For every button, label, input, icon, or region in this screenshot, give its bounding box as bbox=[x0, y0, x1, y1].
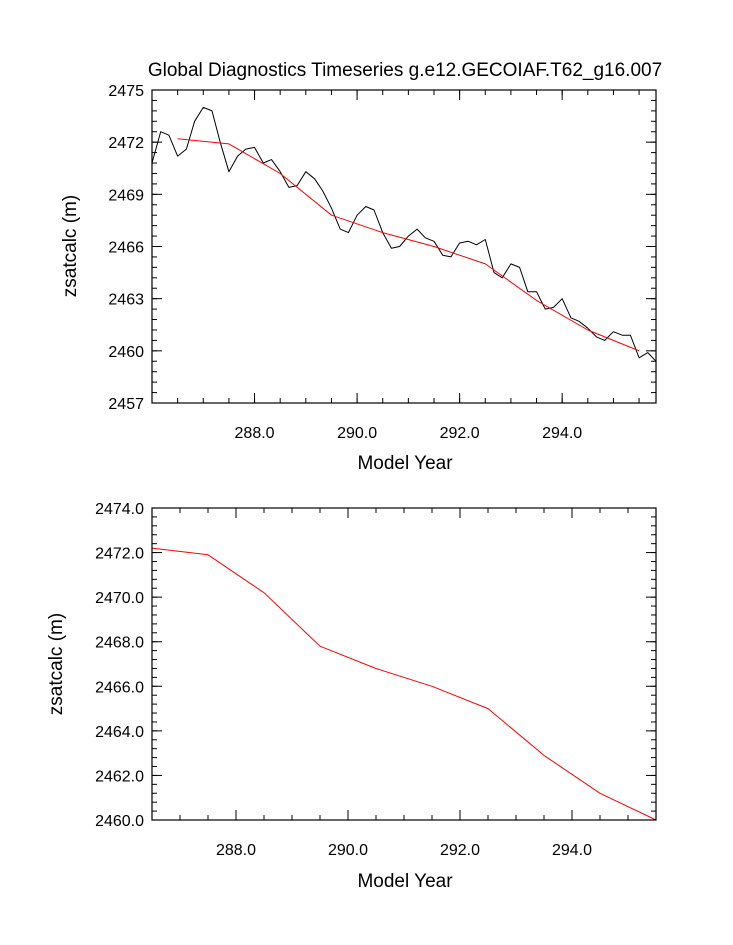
bottom-x-axis-label: Model Year bbox=[357, 871, 453, 892]
bottom-minor-ticks bbox=[151, 507, 657, 821]
top-series-line-1 bbox=[177, 138, 640, 352]
bottom-series-line-0 bbox=[151, 547, 657, 821]
top-y-tick-label: 2469 bbox=[108, 187, 144, 204]
bottom-y-tick-label: 2472.0 bbox=[95, 546, 144, 563]
top-x-tick-label: 294.0 bbox=[542, 425, 582, 442]
top-x-axis-label: Model Year bbox=[357, 453, 453, 474]
top-y-tick-label: 2466 bbox=[108, 240, 144, 257]
top-y-tick-label: 2475 bbox=[108, 83, 144, 100]
chart-title: Global Diagnostics Timeseries g.e12.GECO… bbox=[148, 60, 662, 81]
bottom-x-tick-label: 292.0 bbox=[440, 842, 480, 859]
bottom-y-tick-label: 2460.0 bbox=[95, 813, 144, 830]
top-y-tick-label: 2460 bbox=[108, 344, 144, 361]
top-series-line-0 bbox=[151, 106, 657, 362]
top-x-tick-label: 290.0 bbox=[337, 425, 377, 442]
bottom-y-tick-label: 2464.0 bbox=[95, 724, 144, 741]
top-x-tick-label: 288.0 bbox=[235, 425, 275, 442]
top-plot-frame bbox=[151, 89, 657, 404]
top-y-tick-label: 2463 bbox=[108, 292, 144, 309]
bottom-x-tick-label: 288.0 bbox=[216, 842, 256, 859]
top-y-tick-label: 2472 bbox=[108, 135, 144, 152]
top-y-tick-label: 2457 bbox=[108, 396, 144, 413]
bottom-x-tick-label: 294.0 bbox=[552, 842, 592, 859]
bottom-plot-frame bbox=[151, 507, 657, 821]
bottom-y-tick-label: 2462.0 bbox=[95, 768, 144, 785]
bottom-y-tick-label: 2470.0 bbox=[95, 590, 144, 607]
top-chart-panel: Model Year zsatcalc (m) 288.0 290.0 292.0 2… bbox=[60, 83, 657, 474]
bottom-x-tick-label: 290.0 bbox=[328, 842, 368, 859]
bottom-y-tick-label: 2474.0 bbox=[95, 501, 144, 518]
bottom-y-tick-label: 2466.0 bbox=[95, 679, 144, 696]
bottom-y-tick-label: 2468.0 bbox=[95, 635, 144, 652]
top-minor-ticks bbox=[151, 89, 656, 404]
top-y-axis-label: zsatcalc (m) bbox=[60, 195, 81, 297]
bottom-chart-panel: Model Year zsatcalc (m) 288.0 290.0 292.0 2… bbox=[46, 501, 657, 892]
bottom-y-axis-label: zsatcalc (m) bbox=[46, 613, 67, 715]
top-x-tick-label: 292.0 bbox=[440, 425, 480, 442]
